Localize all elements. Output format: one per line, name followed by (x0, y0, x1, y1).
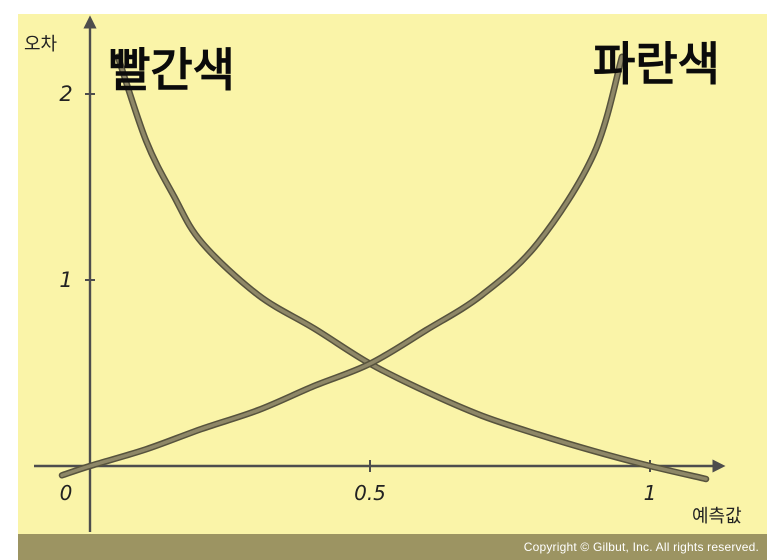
x-tick-label: 1 (644, 481, 657, 505)
series-1-line (116, 55, 708, 481)
y-tick-label: 1 (59, 268, 72, 292)
copyright-bar: Copyright © Gilbut, Inc. All rights rese… (18, 534, 767, 560)
series-1-outline (114, 53, 710, 483)
y-tick-label: 2 (59, 82, 72, 106)
x-axis-label: 예측값 (692, 506, 742, 527)
copyright-text: Copyright © Gilbut, Inc. All rights rese… (523, 540, 759, 554)
series-label-blue: 파란색 (593, 37, 720, 91)
axes (34, 15, 726, 532)
series-2-outline (58, 53, 626, 479)
x-tick-label: 0 (60, 481, 73, 505)
x-tick-label: 0.5 (354, 481, 386, 505)
curves (58, 53, 710, 483)
series-2-line (60, 55, 624, 478)
y-axis-label: 오차 (24, 34, 58, 55)
series-label-red: 빨간색 (108, 43, 235, 97)
